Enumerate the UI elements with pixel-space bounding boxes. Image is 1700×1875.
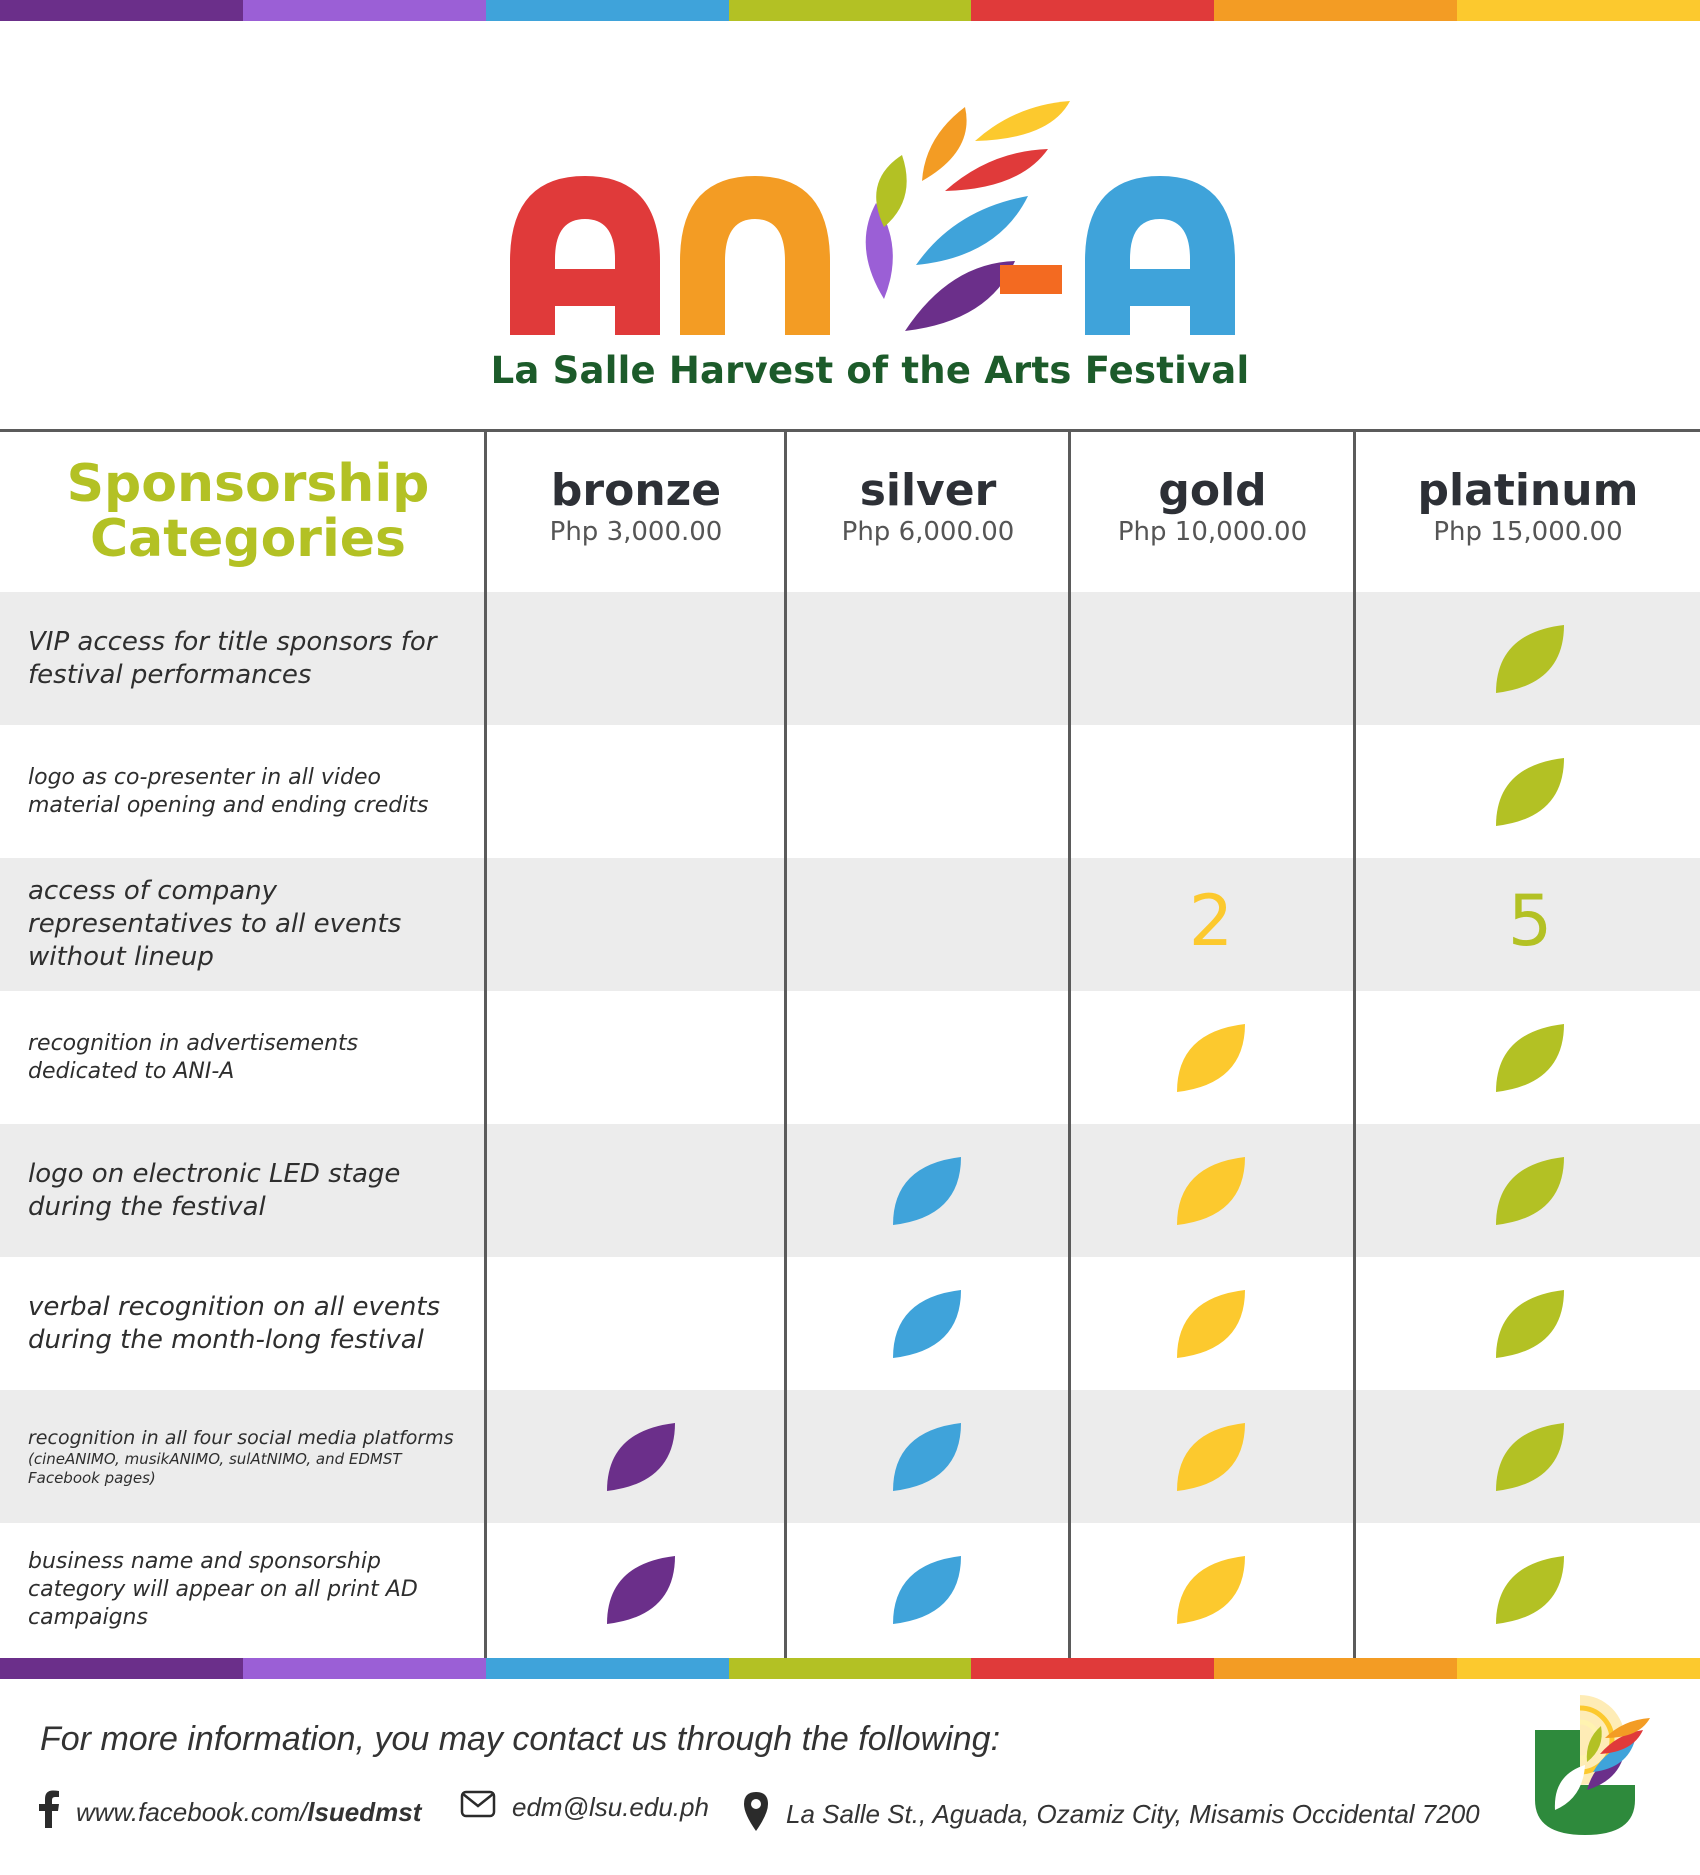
row-label: recognition in all four social media pla… <box>28 1426 468 1488</box>
row-label-text: logo on electronic LED stage during the … <box>28 1159 401 1222</box>
tier-name-bronze: bronze <box>550 465 722 516</box>
table-row: recognition in all four social media pla… <box>0 1390 1700 1523</box>
table-row: verbal recognition on all events during … <box>0 1257 1700 1390</box>
row-label: logo on electronic LED stage during the … <box>28 1158 468 1224</box>
table-row: VIP access for title sponsors for festiv… <box>0 592 1700 725</box>
table-top-rule <box>0 429 1700 432</box>
table-row: access of company representatives to all… <box>0 858 1700 991</box>
access-count-platinum: 5 <box>1507 880 1553 962</box>
leaf-icon-silver <box>893 1290 961 1358</box>
tier-name-platinum: platinum <box>1417 465 1639 516</box>
table-row: business name and sponsorship category w… <box>0 1523 1700 1656</box>
festival-subtitle: La Salle Harvest of the Arts Festival <box>490 349 1250 392</box>
leaf-icon-gold <box>1177 1157 1245 1225</box>
bottom-color-stripe <box>0 1658 1700 1679</box>
row-label-text: VIP access for title sponsors for festiv… <box>28 627 437 690</box>
mail-icon <box>460 1790 496 1825</box>
logo-graphic <box>510 101 1235 335</box>
top-color-stripe <box>0 0 1700 21</box>
table-row: logo as co-presenter in all video materi… <box>0 725 1700 858</box>
row-label-note: (cineANIMO, musikANIMO, sulAtNIMO, and E… <box>28 1450 402 1487</box>
leaf-icon-silver <box>893 1157 961 1225</box>
leaf-icon-platinum <box>1496 1290 1564 1358</box>
email-address: edm@lsu.edu.ph <box>512 1792 709 1822</box>
row-label-text: logo as co-presenter in all video materi… <box>28 765 429 818</box>
row-label: access of company representatives to all… <box>28 875 468 974</box>
column-divider <box>1068 432 1071 1658</box>
row-label-text: access of company representatives to all… <box>28 876 402 972</box>
leaf-icon-gold <box>1177 1290 1245 1358</box>
row-label-text: recognition in all four social media pla… <box>28 1427 454 1449</box>
access-count-gold: 2 <box>1188 880 1234 962</box>
leaf-icon-platinum <box>1496 758 1564 826</box>
tier-name-gold: gold <box>1158 465 1267 516</box>
row-label-text: business name and sponsorship category w… <box>28 1549 418 1630</box>
leaf-icon-silver <box>893 1423 961 1491</box>
tier-price-silver: Php 6,000.00 <box>841 517 1015 547</box>
contact-intro: For more information, you may contact us… <box>40 1720 1001 1758</box>
location-pin-icon <box>742 1790 770 1839</box>
leaf-icon-bronze <box>607 1556 675 1624</box>
leaf-icon-platinum <box>1496 1556 1564 1624</box>
row-label: recognition in advertisements dedicated … <box>28 1030 468 1086</box>
row-label: business name and sponsorship category w… <box>28 1548 468 1632</box>
column-divider <box>784 432 787 1658</box>
leaf-icon-bronze <box>607 1423 675 1491</box>
tier-price-platinum: Php 15,000.00 <box>1433 517 1623 547</box>
leaf-icon-platinum <box>1496 1157 1564 1225</box>
title-line-1: Sponsorship <box>66 454 430 514</box>
leaf-icon-gold <box>1177 1423 1245 1491</box>
row-label: VIP access for title sponsors for festiv… <box>28 626 468 692</box>
row-label-text: verbal recognition on all events during … <box>28 1292 441 1355</box>
tier-name-silver: silver <box>859 465 997 516</box>
row-label-text: recognition in advertisements dedicated … <box>28 1031 359 1084</box>
leaf-icon-silver <box>893 1556 961 1624</box>
leaf-icon-platinum <box>1496 625 1564 693</box>
leaf-icon-platinum <box>1496 1024 1564 1092</box>
tier-price-gold: Php 10,000.00 <box>1117 517 1308 547</box>
facebook-handle: lsuedmst <box>307 1797 422 1827</box>
facebook-icon <box>38 1790 60 1835</box>
row-label: verbal recognition on all events during … <box>28 1291 468 1357</box>
table-row: recognition in advertisements dedicated … <box>0 991 1700 1124</box>
title-line-2: Categories <box>89 509 406 569</box>
address-text: La Salle St., Aguada, Ozamiz City, Misam… <box>786 1799 1480 1829</box>
lsu-edm-logo <box>1525 1690 1655 1840</box>
tier-price-bronze: Php 3,000.00 <box>549 517 723 547</box>
email-contact[interactable]: edm@lsu.edu.ph <box>460 1790 709 1825</box>
address-contact: La Salle St., Aguada, Ozamiz City, Misam… <box>742 1790 1480 1839</box>
column-divider <box>484 432 487 1658</box>
sponsorship-categories-title: Sponsorship Categories <box>58 457 438 567</box>
leaf-icon-platinum <box>1496 1423 1564 1491</box>
column-divider <box>1353 432 1356 1658</box>
leaf-icon-gold <box>1177 1556 1245 1624</box>
ani-a-logo: A N - A <box>0 21 1700 431</box>
table-row: logo on electronic LED stage during the … <box>0 1124 1700 1257</box>
facebook-url-prefix: www.facebook.com/ <box>76 1797 308 1827</box>
leaf-icon-gold <box>1177 1024 1245 1092</box>
row-label: logo as co-presenter in all video materi… <box>28 764 468 820</box>
facebook-contact[interactable]: www.facebook.com/lsuedmst <box>38 1790 421 1835</box>
